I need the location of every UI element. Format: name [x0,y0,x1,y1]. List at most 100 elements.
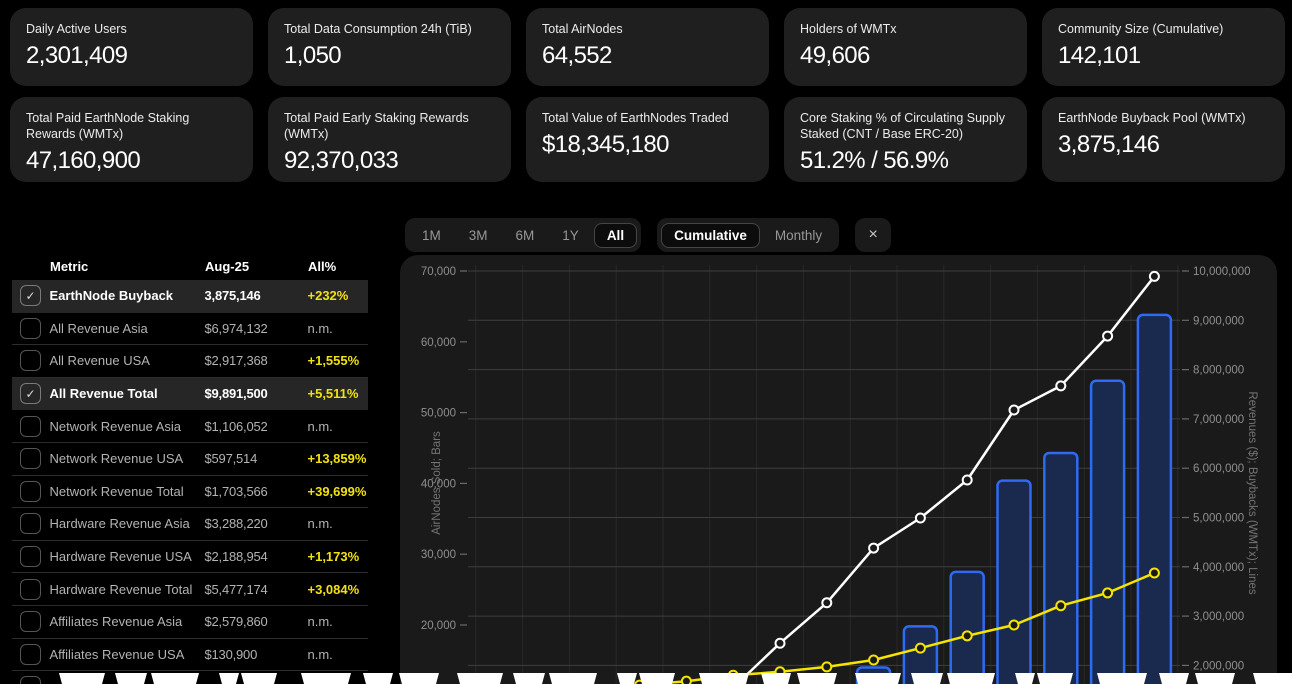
data-point-marker[interactable] [1055,380,1067,392]
watermark-letter-top [1097,673,1147,684]
airnodes-bar[interactable] [1136,313,1173,684]
range-6m[interactable]: 6M [515,227,535,243]
table-row[interactable]: Affiliates Revenue Asia $2,579,860 n.m. [12,606,368,639]
table-row[interactable]: All Revenue Asia $6,974,132 n.m. [12,313,368,346]
stat-card-value: 2,301,409 [26,42,128,69]
watermark-letter-top [797,673,837,684]
airnodes-bar[interactable] [996,479,1032,684]
metric-value: $9,891,500 [204,386,268,402]
data-point-marker[interactable] [1008,619,1020,631]
metric-label: Hardware Revenue USA [49,549,192,565]
airnodes-bar[interactable] [902,625,939,684]
checkbox-icon[interactable] [20,643,41,665]
stat-card-value: 49,606 [800,42,870,69]
watermark-letter-top [911,673,943,684]
data-point-marker[interactable] [914,642,926,654]
data-point-marker[interactable] [821,597,833,609]
data-point-marker[interactable] [961,630,973,642]
data-point-marker[interactable] [1055,600,1067,612]
checkbox-icon[interactable] [20,676,41,684]
data-point-marker[interactable] [868,542,880,554]
data-point-marker[interactable] [914,512,926,524]
stats-row-secondary: Total Paid EarthNode Staking Rewards (WM… [10,97,1285,182]
watermark-letter-top [1015,673,1035,684]
data-point-marker[interactable] [1148,567,1160,579]
airnodes-bar[interactable] [949,570,985,684]
watermark-letter-top [241,673,277,684]
stat-card-label: Total Value of EarthNodes Traded [542,111,729,125]
metric-label: Hardware Revenue Total [49,581,193,597]
checkbox-icon[interactable] [20,415,41,437]
range-all[interactable]: All [593,222,638,248]
right-axis-tick: 10,000,000 [1193,266,1251,278]
table-row[interactable]: Hardware Revenue Asia $3,288,220 n.m. [12,508,368,541]
airnodes-bar[interactable] [1089,379,1126,684]
stat-card-value: 47,160,900 [26,147,141,174]
data-point-marker[interactable] [680,675,692,684]
checkbox-icon[interactable] [20,448,41,470]
table-row-partial[interactable] [12,671,368,684]
data-point-marker[interactable] [821,661,833,673]
data-point-marker[interactable] [774,637,786,649]
right-axis-tick: 6,000,000 [1193,463,1244,475]
data-point-marker[interactable] [1148,270,1160,282]
stat-card-value: 142,101 [1058,42,1141,69]
checkbox-icon[interactable] [20,480,41,502]
revenue-buyback-airnodes-chart: 10,000,000 9,000,000 8,000,000 7,000,000 6,0… [421,265,1258,684]
watermark-letter-top [1037,673,1073,684]
watermark-letter-top [699,673,749,684]
table-row[interactable]: All Revenue USA $2,917,368 +1,555% [12,345,368,378]
table-row[interactable]: Network Revenue Asia $1,106,052 n.m. [12,410,368,443]
watermark-letter-top [115,673,147,684]
chart-panel: 10,000,000 9,000,000 8,000,000 7,000,000 6,0… [400,255,1277,684]
stat-card: Community Size (Cumulative) 142,101 [1042,8,1285,86]
metric-all-percent: +5,511% [307,386,359,402]
airnodes-bar[interactable] [1043,451,1079,684]
checkbox-icon[interactable] [20,611,41,633]
metric-label: Network Revenue Asia [49,418,182,434]
airnodes-bars-series [855,313,1173,684]
metric-label: Network Revenue Total [49,483,184,499]
close-chart-button[interactable]: × [855,218,892,252]
data-point-marker[interactable] [868,654,880,666]
data-point-marker[interactable] [1102,330,1114,342]
checkbox-icon[interactable] [20,546,41,568]
checkbox-checked-icon[interactable]: ✓ [20,383,41,405]
metric-label: Network Revenue USA [49,451,184,467]
stat-card: Daily Active Users 2,301,409 [10,8,253,86]
checkbox-checked-icon[interactable]: ✓ [20,285,41,307]
checkbox-icon[interactable] [20,513,41,535]
stat-card-label: Daily Active Users [26,22,127,36]
range-3m[interactable]: 3M [468,227,488,243]
mode-cumulative[interactable]: Cumulative [661,222,760,248]
stat-card-value: 3,875,146 [1058,131,1160,158]
watermark-letter-top [59,673,105,684]
checkbox-icon[interactable] [20,317,41,339]
table-row[interactable]: Network Revenue Total $1,703,566 +39,699% [12,476,368,509]
table-row[interactable]: ✓ EarthNode Buyback 3,875,146 +232% [12,280,368,313]
stat-card: Total Value of EarthNodes Traded $18,345,… [526,97,769,182]
watermark-letter-top [301,673,351,684]
metric-value: $597,514 [204,451,258,467]
left-axis-tick: 50,000 [421,408,456,420]
range-1y[interactable]: 1Y [562,227,579,243]
table-row[interactable]: Hardware Revenue Total $5,477,174 +3,084% [12,573,368,606]
metric-all-percent: n.m. [307,614,333,630]
table-row[interactable]: Network Revenue USA $597,514 +13,859% [12,443,368,476]
metric-label: EarthNode Buyback [49,288,174,304]
metric-label: All Revenue Total [49,386,158,402]
data-point-marker[interactable] [1008,404,1020,416]
data-point-marker[interactable] [961,474,973,486]
time-range-group: 1M 3M 6M 1Y All [405,218,642,252]
data-point-marker[interactable] [1102,587,1114,599]
table-row[interactable]: Hardware Revenue USA $2,188,954 +1,173% [12,541,368,574]
checkbox-icon[interactable] [20,350,41,372]
range-1m[interactable]: 1M [422,227,441,243]
checkbox-icon[interactable] [20,578,41,600]
mode-monthly[interactable]: Monthly [774,227,823,243]
stat-card-label: Total Data Consumption 24h (TiB) [284,22,472,36]
table-row[interactable]: ✓ All Revenue Total $9,891,500 +5,511% [12,377,368,411]
metric-value: $1,703,566 [204,483,268,499]
table-row[interactable]: Affiliates Revenue USA $130,900 n.m. [12,639,368,672]
metric-all-percent: n.m. [307,320,333,336]
